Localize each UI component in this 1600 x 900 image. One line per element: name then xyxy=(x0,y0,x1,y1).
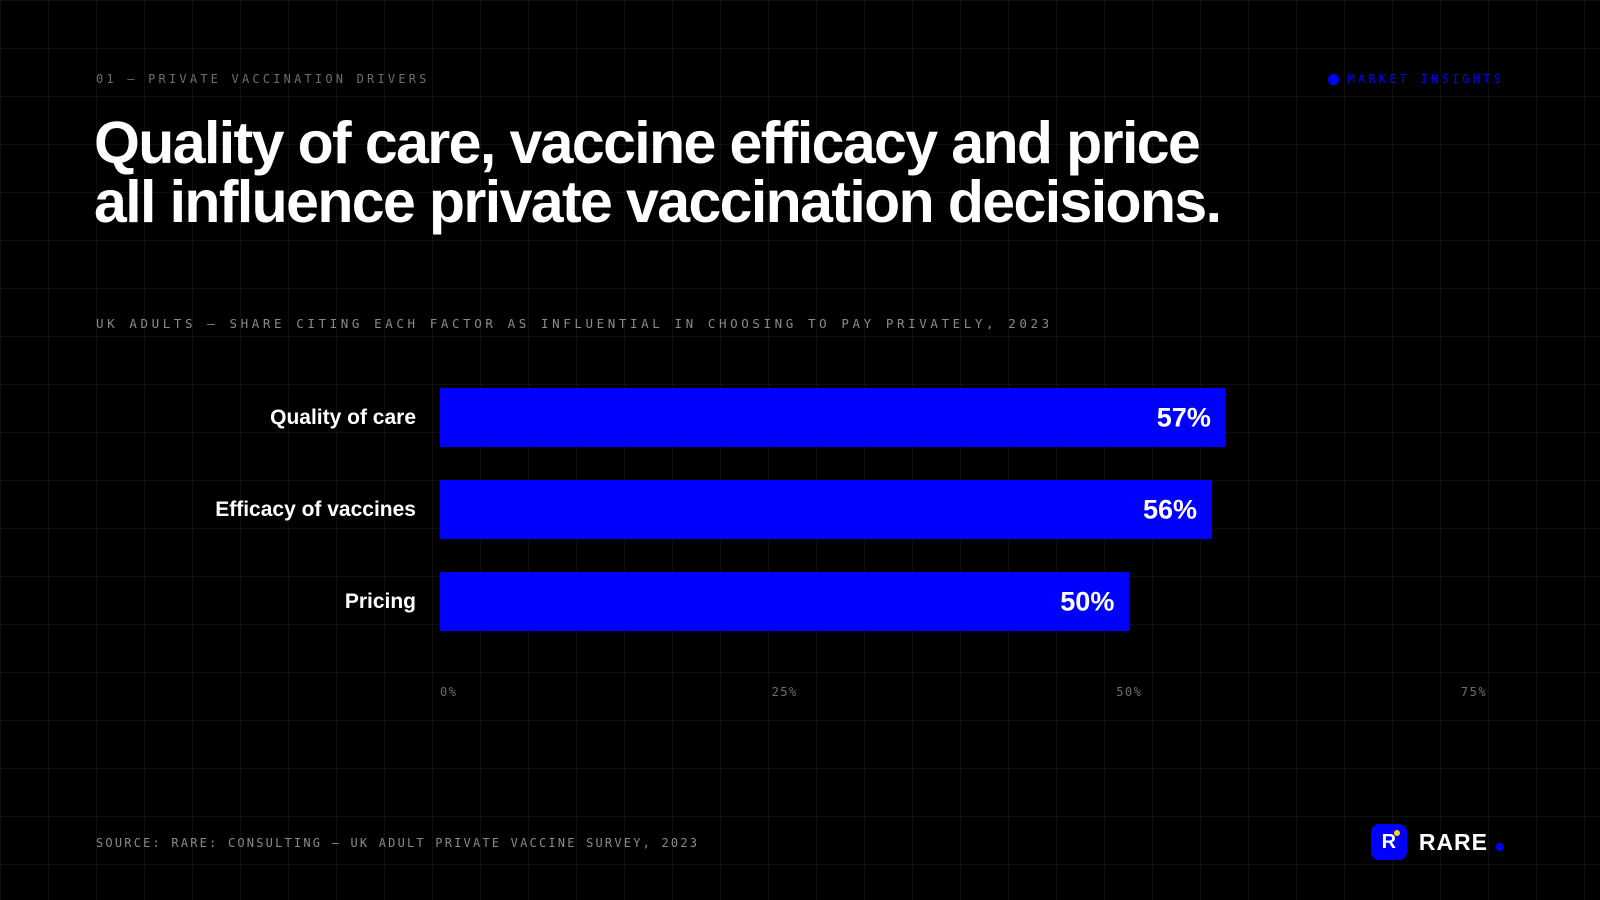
brand-dot-icon xyxy=(1496,842,1504,851)
x-tick-label: 25% xyxy=(772,685,798,699)
x-tick-label: 75% xyxy=(1461,685,1487,699)
section-eyebrow: 01 — PRIVATE VACCINATION DRIVERS xyxy=(96,72,430,86)
bar xyxy=(440,480,1213,539)
brand-logo: R RARE xyxy=(1370,824,1504,860)
brand-mark-letter: R xyxy=(1381,830,1397,853)
brand-name: RARE xyxy=(1418,828,1488,855)
source-note: SOURCE: RARE: CONSULTING — UK ADULT PRIV… xyxy=(96,836,700,850)
tag-label: MARKET INSIGHTS xyxy=(1347,72,1504,86)
tag-dot-icon xyxy=(1327,73,1339,85)
data-label: 56% xyxy=(1143,495,1197,525)
category-label: Quality of care xyxy=(270,406,416,429)
brand-mark-icon: R xyxy=(1370,824,1407,860)
data-label: 57% xyxy=(1157,403,1211,433)
data-label: 50% xyxy=(1060,587,1114,617)
brand-mark-dot xyxy=(1393,830,1400,836)
x-tick-label: 0% xyxy=(440,685,457,699)
bar xyxy=(440,572,1130,631)
x-tick-label: 50% xyxy=(1116,685,1142,699)
chart-subtitle: UK ADULTS — SHARE CITING EACH FACTOR AS … xyxy=(96,316,1053,331)
bar xyxy=(440,388,1226,447)
category-label: Efficacy of vaccines xyxy=(215,498,416,521)
page-title: Quality of care, vaccine efficacy and pr… xyxy=(94,110,1222,235)
market-insights-tag: MARKET INSIGHTS xyxy=(1327,72,1504,86)
category-label: Pricing xyxy=(345,590,416,613)
